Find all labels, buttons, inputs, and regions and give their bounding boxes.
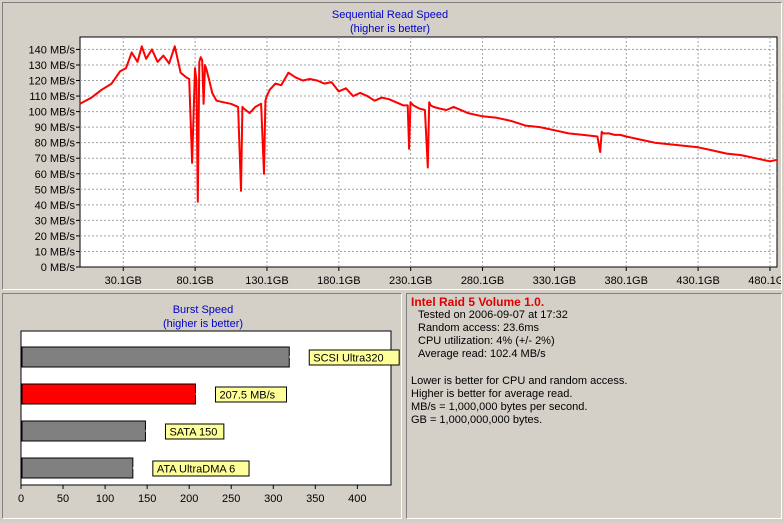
burst-bar: [21, 420, 146, 442]
info-details: Tested on 2006-09-07 at 17:32 Random acc…: [418, 309, 568, 361]
x-tick-label: 400: [348, 493, 366, 505]
info-average-read: Average read: 102.4 MB/s: [418, 348, 546, 360]
y-tick-label: 60 MB/s: [35, 169, 76, 181]
y-tick-label: 120 MB/s: [29, 76, 76, 88]
bar-label: ATA UltraDMA 6: [157, 464, 235, 476]
bar-label-box: [164, 423, 225, 440]
info-cpu-utilization: CPU utilization: 4% (+/- 2%): [418, 335, 555, 347]
bar-chart-subtitle: (higher is better): [163, 318, 243, 330]
x-tick-label: 430.1GB: [676, 275, 719, 287]
x-tick-label: 250: [222, 493, 240, 505]
x-tick-label: 180.1GB: [317, 275, 360, 287]
bar-label: SCSI Ultra320: [313, 353, 383, 365]
y-tick-label: 50 MB/s: [35, 184, 76, 196]
result-info-panel: Intel Raid 5 Volume 1.0. Tested on 2006-…: [406, 293, 782, 519]
x-tick-label: 480.1GB: [748, 275, 781, 287]
note-mbs-definition: MB/s = 1,000,000 bytes per second.: [411, 401, 588, 413]
x-tick-label: 130.1GB: [245, 275, 288, 287]
burst-speed-chart: Burst Speed (higher is better) 0 50 100 150 20…: [18, 304, 400, 505]
line-chart-title: Sequential Read Speed: [332, 9, 448, 21]
x-tick-label: 350: [306, 493, 324, 505]
y-tick-label: 130 MB/s: [29, 60, 76, 72]
bar-label-box: [214, 386, 287, 403]
info-title: Intel Raid 5 Volume 1.0.: [411, 295, 545, 309]
x-tick-label: 380.1GB: [605, 275, 648, 287]
read-speed-series-line: [79, 45, 778, 203]
note-higher-better: Higher is better for average read.: [411, 388, 573, 400]
info-notes: Lower is better for CPU and random acces…: [411, 375, 627, 427]
info-random-access: Random access: 23.6ms: [418, 322, 540, 334]
y-tick-label: 110 MB/s: [29, 91, 75, 103]
bar-label-box: [308, 349, 400, 366]
sequential-read-panel: Sequential Read Speed (higher is better) 0…: [2, 2, 784, 290]
line-chart-subtitle: (higher is better): [350, 23, 430, 35]
burst-bar: [21, 383, 196, 405]
x-tick-label: 330.1GB: [533, 275, 576, 287]
y-tick-label: 140 MB/s: [29, 44, 76, 56]
bar-label-box: [152, 460, 250, 477]
bar-label: 207.5 MB/s: [219, 390, 275, 402]
y-tick-label: 90 MB/s: [35, 122, 76, 134]
x-tick-label: 230.1GB: [389, 275, 432, 287]
x-tick-label: 150: [138, 493, 156, 505]
note-gb-definition: GB = 1,000,000,000 bytes.: [411, 414, 543, 426]
bar-label: SATA 150: [169, 427, 217, 439]
y-tick-label: 100 MB/s: [29, 107, 76, 119]
x-tick-label: 280.1GB: [461, 275, 504, 287]
note-lower-better: Lower is better for CPU and random acces…: [411, 375, 628, 387]
x-tick-label: 80.1GB: [176, 275, 213, 287]
sequential-read-chart: Sequential Read Speed (higher is better) 0…: [29, 9, 784, 287]
x-tick-label: 0: [18, 493, 24, 505]
y-tick-label: 70 MB/s: [35, 153, 76, 165]
burst-bar: [21, 346, 290, 368]
burst-speed-panel: Burst Speed (higher is better) 0 50 100 150 20…: [2, 293, 402, 519]
y-tick-label: 20 MB/s: [35, 231, 76, 243]
x-tick-label: 300: [264, 493, 282, 505]
x-tick-label: 100: [96, 493, 114, 505]
bar-chart-title: Burst Speed: [173, 304, 234, 316]
burst-bar: [21, 457, 134, 479]
y-tick-label: 10 MB/s: [35, 246, 76, 258]
info-tested-on: Tested on 2006-09-07 at 17:32: [418, 309, 568, 321]
x-tick-label: 30.1GB: [105, 275, 142, 287]
y-tick-label: 0 MB/s: [41, 262, 76, 274]
x-tick-label: 200: [180, 493, 198, 505]
y-tick-label: 40 MB/s: [35, 200, 76, 212]
x-tick-label: 50: [57, 493, 69, 505]
y-tick-label: 30 MB/s: [35, 215, 76, 227]
y-tick-label: 80 MB/s: [35, 138, 76, 150]
